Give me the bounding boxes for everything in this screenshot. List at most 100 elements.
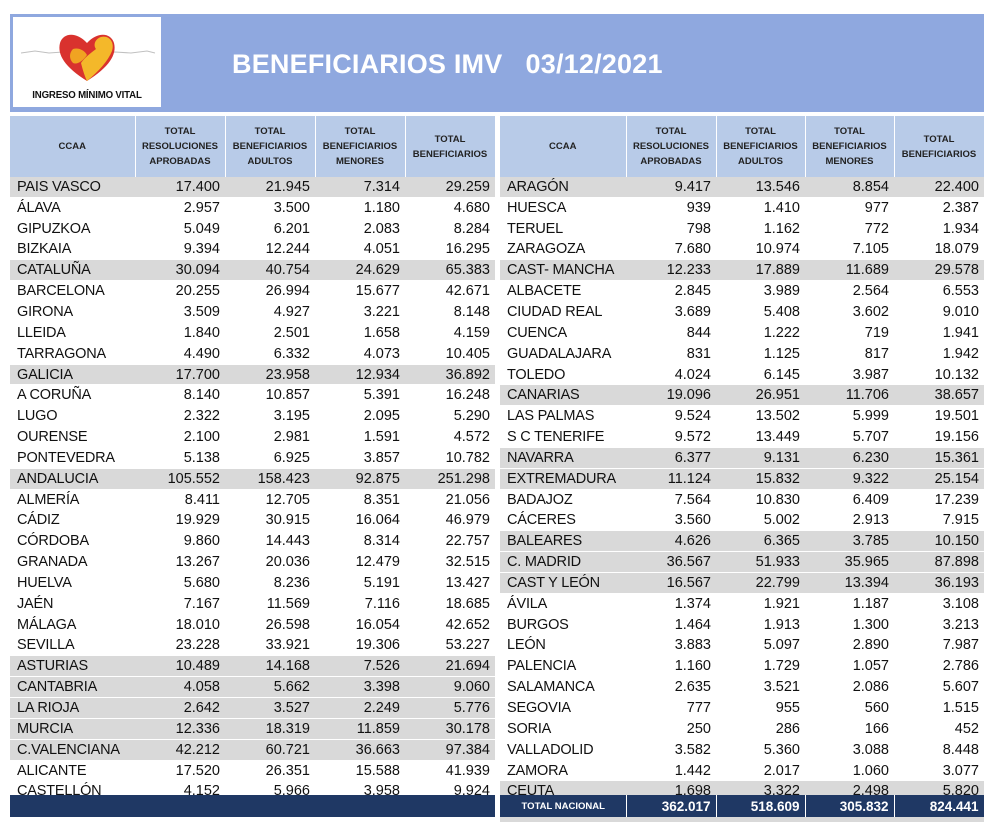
row-total: 65.383 — [405, 259, 495, 282]
row-menores: 16.064 — [315, 510, 405, 532]
row-adultos: 1.729 — [716, 655, 805, 678]
row-total: 21.056 — [405, 489, 495, 511]
row-adultos: 20.036 — [225, 551, 315, 574]
row-menores: 2.913 — [805, 510, 894, 532]
row-adultos: 158.423 — [225, 468, 315, 490]
row-menores: 15.588 — [315, 760, 405, 782]
province-row: GIRONA 3.509 4.927 3.221 8.148 — [10, 301, 495, 323]
row-total: 38.657 — [894, 384, 984, 407]
row-resoluciones: 1.442 — [626, 760, 716, 782]
row-adultos: 6.365 — [716, 530, 805, 553]
row-adultos: 3.989 — [716, 280, 805, 303]
row-total: 7.915 — [894, 510, 984, 532]
row-name: LAS PALMAS — [500, 405, 626, 428]
region-row: LA RIOJA 2.642 3.527 2.249 5.776 — [10, 697, 495, 719]
row-name: EXTREMADURA — [500, 468, 626, 490]
row-total: 42.652 — [405, 614, 495, 636]
row-resoluciones: 2.635 — [626, 676, 716, 699]
region-row: ASTURIAS 10.489 14.168 7.526 21.694 — [10, 655, 495, 678]
row-name: ANDALUCIA — [10, 468, 135, 490]
row-total: 5.290 — [405, 405, 495, 428]
row-adultos: 1.162 — [716, 218, 805, 240]
col-header-ccaa: CCAA — [500, 116, 627, 177]
province-row: CIUDAD REAL 3.689 5.408 3.602 9.010 — [500, 301, 984, 323]
row-adultos: 13.449 — [716, 426, 805, 448]
row-adultos: 10.830 — [716, 489, 805, 511]
total-adultos: 518.609 — [716, 795, 806, 817]
row-name: BIZKAIA — [10, 239, 135, 261]
row-resoluciones: 4.058 — [135, 676, 225, 699]
row-resoluciones: 2.845 — [626, 280, 716, 303]
col-header-resoluciones: TOTAL RESOLUCIONES APROBADAS — [626, 116, 717, 177]
row-adultos: 5.360 — [716, 739, 805, 761]
row-name: A CORUÑA — [10, 384, 135, 407]
province-row: PALENCIA 1.160 1.729 1.057 2.786 — [500, 655, 984, 678]
row-resoluciones: 777 — [626, 697, 716, 719]
row-resoluciones: 2.322 — [135, 405, 225, 428]
row-name: HUELVA — [10, 572, 135, 594]
row-resoluciones: 10.489 — [135, 655, 225, 678]
row-adultos: 9.131 — [716, 447, 805, 469]
row-adultos: 33.921 — [225, 635, 315, 657]
row-menores: 1.057 — [805, 655, 894, 678]
row-resoluciones: 3.689 — [626, 301, 716, 323]
row-total: 9.010 — [894, 301, 984, 323]
row-total: 452 — [894, 718, 984, 740]
row-name: CANTABRIA — [10, 676, 135, 699]
row-total: 30.178 — [405, 718, 495, 740]
row-menores: 3.987 — [805, 364, 894, 386]
row-menores: 2.249 — [315, 697, 405, 719]
row-resoluciones: 2.642 — [135, 697, 225, 719]
row-adultos: 955 — [716, 697, 805, 719]
row-total: 7.987 — [894, 635, 984, 657]
row-menores: 1.060 — [805, 760, 894, 782]
row-name: TERUEL — [500, 218, 626, 240]
row-adultos: 4.927 — [225, 301, 315, 323]
row-adultos: 5.662 — [225, 676, 315, 699]
row-resoluciones: 7.564 — [626, 489, 716, 511]
row-menores: 15.677 — [315, 280, 405, 303]
page-title: BENEFICIARIOS IMV 03/12/2021 — [232, 49, 663, 79]
row-name: ZAMORA — [500, 760, 626, 782]
row-total: 5.607 — [894, 676, 984, 699]
row-menores: 2.095 — [315, 405, 405, 428]
row-total: 1.941 — [894, 322, 984, 344]
province-row: TERUEL 798 1.162 772 1.934 — [500, 218, 984, 240]
province-row: GIPUZKOA 5.049 6.201 2.083 8.284 — [10, 218, 495, 240]
row-name: BURGOS — [500, 614, 626, 636]
row-resoluciones: 11.124 — [626, 468, 716, 490]
row-adultos: 23.958 — [225, 364, 315, 386]
row-resoluciones: 5.049 — [135, 218, 225, 240]
row-total: 2.786 — [894, 655, 984, 678]
region-row: MURCIA 12.336 18.319 11.859 30.178 — [10, 718, 495, 740]
region-row: EXTREMADURA 11.124 15.832 9.322 25.154 — [500, 468, 984, 490]
row-name: TARRAGONA — [10, 343, 135, 365]
row-resoluciones: 5.680 — [135, 572, 225, 594]
row-name: BADAJOZ — [500, 489, 626, 511]
province-row: MÁLAGA 18.010 26.598 16.054 42.652 — [10, 614, 495, 636]
row-total: 10.150 — [894, 530, 984, 553]
row-adultos: 10.857 — [225, 384, 315, 407]
row-menores: 7.116 — [315, 593, 405, 615]
province-row: A CORUÑA 8.140 10.857 5.391 16.248 — [10, 384, 495, 407]
row-name: ÁLAVA — [10, 197, 135, 219]
province-row: ÁVILA 1.374 1.921 1.187 3.108 — [500, 593, 984, 615]
row-adultos: 12.244 — [225, 239, 315, 261]
row-menores: 560 — [805, 697, 894, 719]
province-row: SALAMANCA 2.635 3.521 2.086 5.607 — [500, 676, 984, 699]
row-adultos: 13.502 — [716, 405, 805, 428]
row-name: ZARAGOZA — [500, 239, 626, 261]
row-adultos: 6.201 — [225, 218, 315, 240]
row-resoluciones: 9.524 — [626, 405, 716, 428]
col-header-total: TOTAL BENEFICIARIOS — [894, 116, 984, 177]
province-row: HUESCA 939 1.410 977 2.387 — [500, 197, 984, 219]
row-resoluciones: 3.883 — [626, 635, 716, 657]
province-row: VALLADOLID 3.582 5.360 3.088 8.448 — [500, 739, 984, 761]
row-menores: 8.351 — [315, 489, 405, 511]
row-adultos: 1.125 — [716, 343, 805, 365]
row-total: 4.159 — [405, 322, 495, 344]
row-menores: 5.999 — [805, 405, 894, 428]
row-total: 36.193 — [894, 572, 984, 594]
row-adultos: 26.351 — [225, 760, 315, 782]
row-menores: 16.054 — [315, 614, 405, 636]
